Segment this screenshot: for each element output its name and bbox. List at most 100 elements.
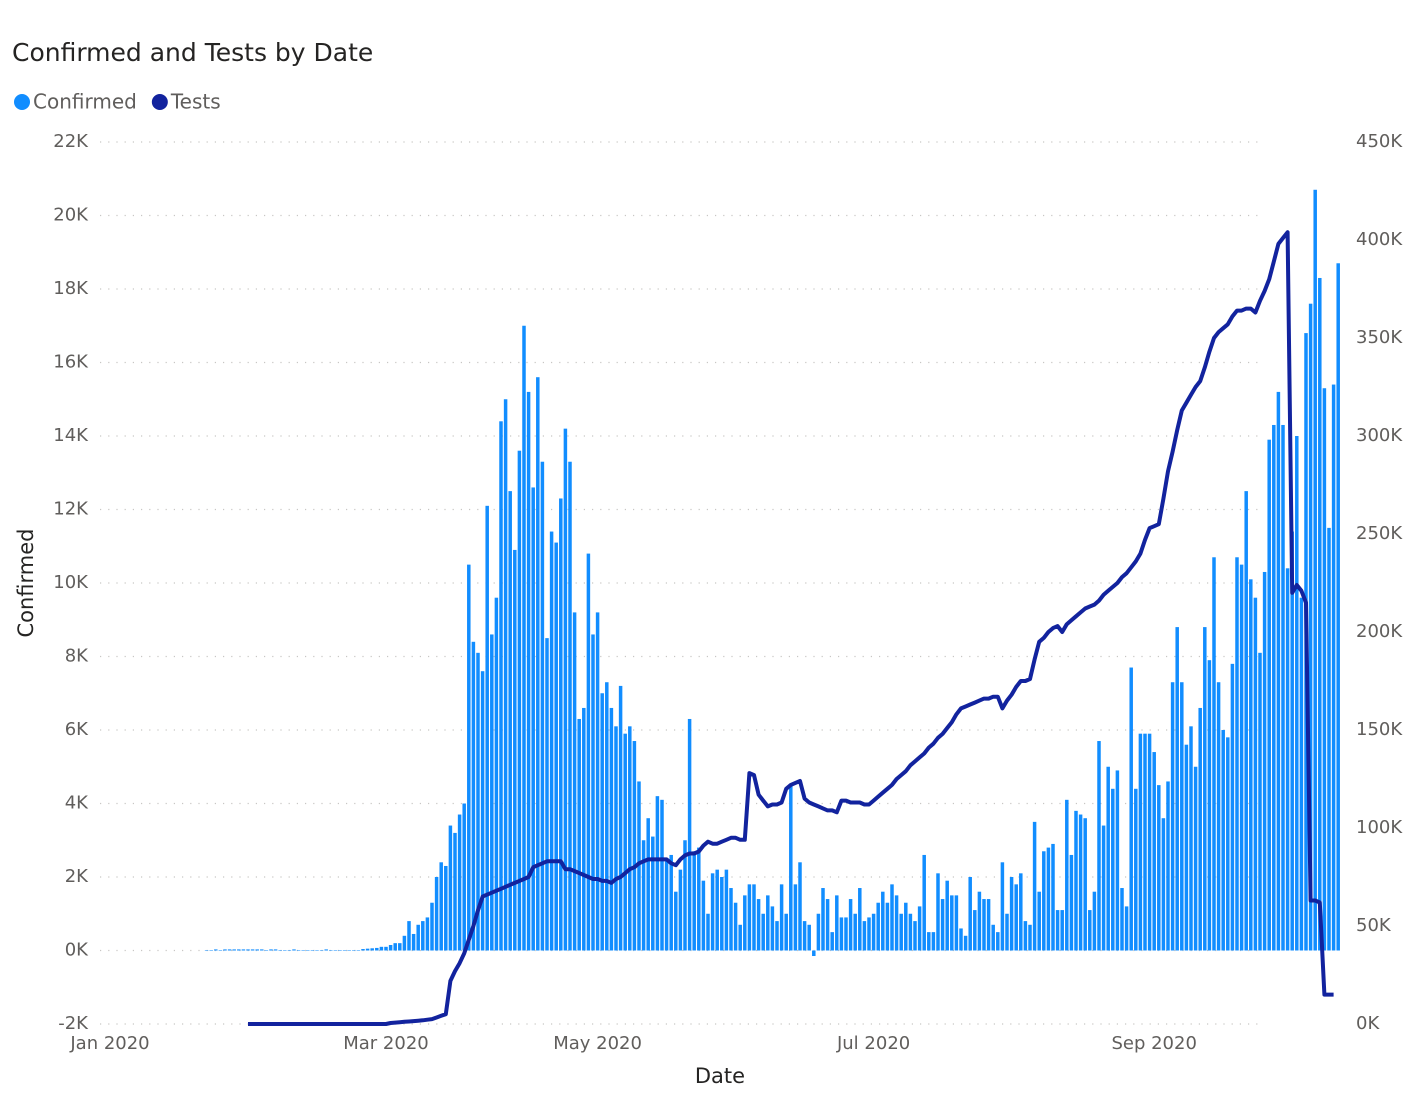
y-axis-title: Confirmed: [14, 528, 38, 637]
bar: [986, 899, 991, 951]
bar: [204, 950, 209, 951]
bar: [1226, 737, 1230, 951]
bar: [655, 796, 660, 951]
bar: [434, 877, 439, 951]
bar: [1106, 766, 1110, 951]
bar: [885, 902, 890, 951]
bar: [572, 612, 577, 951]
bar: [1134, 788, 1138, 951]
bar: [1322, 388, 1327, 951]
bar: [968, 877, 972, 951]
bar: [1120, 888, 1124, 951]
bar: [1065, 799, 1069, 951]
bar: [1115, 770, 1120, 951]
bar: [973, 910, 977, 951]
legend-label: Confirmed: [33, 90, 137, 114]
bar: [476, 652, 480, 951]
bar: [568, 461, 572, 951]
line: [248, 230, 1334, 1026]
bar: [1281, 424, 1285, 951]
bar: [563, 428, 568, 951]
bar: [1318, 277, 1322, 951]
y-tick-label: 20K: [53, 205, 89, 226]
bar: [1216, 682, 1221, 951]
bar: [858, 888, 862, 951]
bar: [218, 950, 223, 951]
bar: [1253, 597, 1258, 951]
y-tick-label: 8K: [65, 646, 89, 667]
bar: [522, 325, 526, 951]
bar: [609, 707, 614, 951]
bar: [853, 913, 857, 951]
bar: [269, 949, 273, 951]
bar: [545, 638, 549, 951]
bar: [255, 949, 259, 951]
bar: [1051, 843, 1055, 951]
bar: [241, 949, 246, 951]
bar: [1285, 568, 1290, 951]
bar: [379, 946, 384, 951]
bar: [761, 913, 765, 951]
bar: [246, 949, 250, 951]
y2-tick-label: 200K: [1356, 621, 1403, 642]
bar: [618, 685, 623, 951]
bar: [1083, 818, 1087, 951]
chart-title: Confirmed and Tests by Date: [12, 38, 373, 67]
bar: [1009, 877, 1014, 951]
bar: [577, 718, 581, 951]
bar: [1262, 571, 1267, 951]
bar: [333, 950, 338, 951]
bar: [490, 634, 494, 951]
bar: [936, 873, 940, 951]
bar: [678, 869, 683, 951]
y-tick-label: 10K: [53, 572, 89, 593]
bar: [485, 505, 489, 951]
y2-tick-label: 450K: [1356, 131, 1403, 152]
bar: [1290, 531, 1294, 951]
bar: [370, 948, 374, 951]
bar: [1028, 924, 1032, 951]
bar: [867, 917, 871, 951]
bar: [959, 928, 963, 951]
bar: [715, 869, 719, 951]
bar: [237, 949, 241, 951]
bar: [1207, 660, 1212, 951]
bar: [1336, 263, 1340, 951]
bar: [503, 399, 508, 951]
bar: [517, 450, 522, 951]
bar: [1042, 851, 1046, 951]
bar: [669, 854, 673, 951]
bar: [1078, 814, 1083, 951]
bar: [1189, 726, 1193, 951]
bar: [752, 884, 756, 951]
bar: [1019, 873, 1023, 951]
bar: [848, 899, 853, 951]
bar: [324, 949, 328, 951]
bar: [766, 895, 770, 951]
legend-label: Tests: [170, 90, 221, 114]
bar: [614, 726, 618, 951]
bar: [1295, 436, 1299, 951]
bar: [904, 902, 908, 951]
bar: [1272, 424, 1276, 951]
bar: [692, 851, 696, 951]
legend-marker: [14, 94, 30, 110]
bar: [687, 718, 692, 951]
bar: [1267, 439, 1271, 951]
bar: [393, 943, 397, 951]
y2-tick-label: 0K: [1356, 1013, 1380, 1034]
bar: [1170, 682, 1175, 951]
bar: [1014, 884, 1018, 951]
bar: [720, 877, 724, 951]
bar: [411, 933, 416, 951]
y-tick-label: 2K: [65, 866, 89, 887]
bar: [296, 950, 301, 951]
bar: [292, 949, 296, 951]
bar: [398, 943, 402, 951]
y2-tick-label: 250K: [1356, 523, 1403, 544]
bar: [1000, 862, 1005, 951]
bar: [1249, 579, 1253, 951]
bar: [439, 862, 443, 951]
y-tick-label: -2K: [58, 1013, 89, 1034]
bar: [812, 950, 816, 957]
